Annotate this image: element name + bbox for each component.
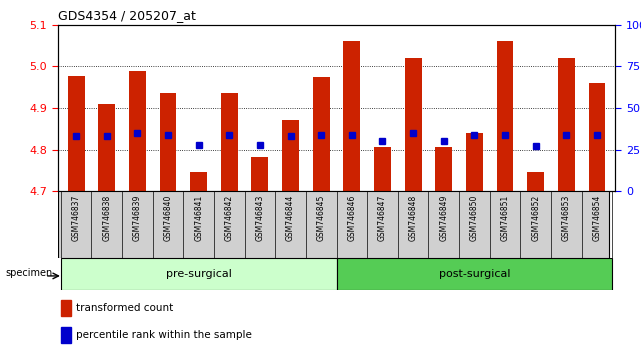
Text: transformed count: transformed count <box>76 303 173 313</box>
Text: GSM746849: GSM746849 <box>439 195 448 241</box>
Bar <box>497 41 513 191</box>
Text: GSM746844: GSM746844 <box>286 195 295 241</box>
Text: GSM746838: GSM746838 <box>102 195 112 241</box>
Bar <box>61 327 71 343</box>
Text: pre-surgical: pre-surgical <box>166 269 231 279</box>
Text: GSM746852: GSM746852 <box>531 195 540 241</box>
Bar <box>282 120 299 191</box>
Bar <box>221 93 238 191</box>
Bar <box>404 58 422 191</box>
Bar <box>435 148 452 191</box>
Bar <box>251 157 269 191</box>
Bar <box>337 258 612 290</box>
Text: specimen: specimen <box>5 268 53 278</box>
Text: GSM746840: GSM746840 <box>163 195 172 241</box>
Text: GSM746850: GSM746850 <box>470 195 479 241</box>
Bar <box>129 70 146 191</box>
Text: GSM746847: GSM746847 <box>378 195 387 241</box>
Bar <box>528 172 544 191</box>
Text: GSM746851: GSM746851 <box>501 195 510 241</box>
Bar <box>466 133 483 191</box>
Text: GSM746854: GSM746854 <box>592 195 601 241</box>
Bar <box>61 300 71 316</box>
Bar <box>98 104 115 191</box>
Text: GSM746846: GSM746846 <box>347 195 356 241</box>
Text: post-surgical: post-surgical <box>438 269 510 279</box>
Text: GDS4354 / 205207_at: GDS4354 / 205207_at <box>58 9 196 22</box>
Bar <box>61 258 337 290</box>
Text: GSM746848: GSM746848 <box>408 195 418 241</box>
Bar <box>313 77 329 191</box>
Text: GSM746837: GSM746837 <box>72 195 81 241</box>
Bar <box>344 41 360 191</box>
Text: GSM746845: GSM746845 <box>317 195 326 241</box>
Bar <box>558 58 575 191</box>
Bar <box>68 75 85 191</box>
Text: GSM746841: GSM746841 <box>194 195 203 241</box>
Text: GSM746839: GSM746839 <box>133 195 142 241</box>
Bar <box>588 83 605 191</box>
Bar <box>190 172 207 191</box>
Bar <box>374 148 391 191</box>
Text: GSM746843: GSM746843 <box>255 195 265 241</box>
Bar <box>160 93 176 191</box>
Text: GSM746842: GSM746842 <box>225 195 234 241</box>
Text: GSM746853: GSM746853 <box>562 195 571 241</box>
Text: percentile rank within the sample: percentile rank within the sample <box>76 330 252 340</box>
